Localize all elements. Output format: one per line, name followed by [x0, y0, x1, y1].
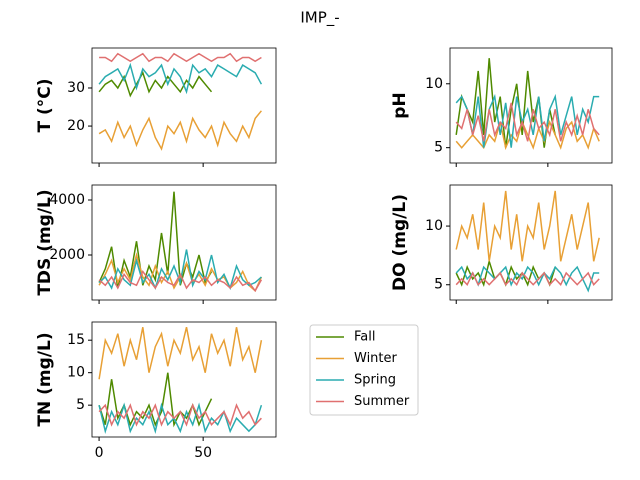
y-tick-label: 5	[434, 140, 443, 156]
series-line	[455, 119, 600, 151]
y-tick-label: 5	[434, 277, 443, 293]
axes-frame	[91, 47, 277, 164]
series-line	[98, 249, 262, 291]
series-line	[98, 270, 263, 293]
axes-frame	[449, 47, 613, 164]
series-line	[98, 70, 213, 98]
axes-frame	[91, 184, 277, 301]
y-axis-label: T (°C)	[35, 78, 55, 132]
y-tick-label: 10	[425, 218, 443, 234]
figure-title: IMP_-	[300, 9, 339, 28]
y-tick-label: 10	[425, 76, 443, 92]
axes-frame	[91, 321, 277, 438]
y-tick-label: 2000	[49, 247, 85, 263]
y-tick-label: 15	[67, 332, 85, 348]
legend-label: Winter	[354, 351, 398, 366]
series-line	[455, 102, 600, 142]
y-axis-label: DO (mg/L)	[390, 194, 410, 291]
series-line	[98, 403, 262, 427]
series-line	[455, 265, 600, 293]
x-tick-label: 0	[95, 445, 104, 461]
series-line	[98, 62, 263, 95]
y-tick-label: 30	[67, 80, 85, 96]
legend-label: Summer	[354, 394, 410, 409]
y-axis-label: pH	[390, 92, 410, 118]
series-line	[455, 271, 600, 287]
legend-label: Fall	[354, 330, 375, 345]
series-line	[455, 190, 600, 262]
y-axis-label: TDS (mg/L)	[35, 189, 55, 295]
x-tick-label: 50	[194, 445, 212, 461]
y-tick-label: 5	[76, 397, 85, 413]
series-line	[98, 327, 263, 380]
series-line	[98, 252, 263, 293]
series-line	[98, 110, 262, 151]
axes-frame	[449, 184, 613, 301]
legend-label: Spring	[354, 373, 396, 388]
legend-box	[309, 324, 419, 416]
y-tick-label: 10	[67, 365, 85, 381]
series-line	[99, 52, 262, 63]
y-tick-label: 4000	[49, 192, 85, 208]
y-tick-label: 20	[67, 118, 85, 134]
y-axis-label: TN (mg/L)	[35, 332, 55, 426]
